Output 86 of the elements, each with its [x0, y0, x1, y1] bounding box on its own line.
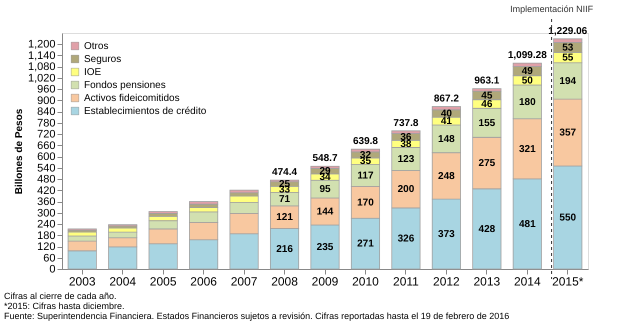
- legend-label: IOE: [84, 67, 102, 78]
- ref-line-label: Implementación NIIF: [510, 4, 594, 14]
- y-tick-label: 120: [37, 241, 56, 254]
- x-tick-label: 2009: [312, 274, 339, 288]
- data-label: 216: [276, 244, 294, 255]
- data-label: 49: [522, 66, 534, 78]
- x-tick-label: 2015*: [552, 274, 584, 288]
- x-tick-label: 2013: [473, 274, 501, 288]
- x-tick-label: 2005: [150, 274, 177, 288]
- text: *2015: Cifras hasta diciembre.: [4, 301, 125, 311]
- y-tick-label: 1,200: [28, 38, 56, 51]
- y-tick-label: 780: [37, 117, 56, 130]
- y-tick-label: 960: [37, 84, 56, 96]
- y-tick-label: 300: [37, 207, 56, 220]
- y-tick-label: 540: [37, 162, 56, 174]
- data-label: 170: [357, 197, 374, 208]
- y-tick-label: 180: [37, 230, 56, 242]
- text: Cifras al cierre de cada año.: [4, 291, 117, 301]
- y-tick-label: 420: [37, 184, 56, 197]
- data-label: 357: [559, 128, 577, 139]
- data-label: 194: [559, 76, 577, 87]
- y-tick-label: 1,080: [28, 61, 56, 74]
- y-tick-label: 720: [37, 128, 56, 141]
- total-label: 1,099.28: [508, 50, 548, 62]
- data-label: 38: [400, 138, 412, 150]
- y-axis-title: Billones de Pesos: [14, 108, 25, 194]
- y-tick-label: 900: [37, 94, 56, 107]
- y-tick-label: 0: [49, 264, 56, 276]
- total-label: 474.4: [272, 167, 298, 178]
- data-label: 321: [518, 144, 536, 155]
- data-label: 235: [316, 242, 334, 253]
- data-label: 550: [559, 212, 577, 224]
- total-label: 548.7: [312, 153, 338, 164]
- x-tick-label: 2006: [190, 274, 218, 288]
- y-tick-label: 600: [37, 151, 56, 164]
- y-tick-label: 1,140: [28, 50, 56, 62]
- x-tick-label: 2010: [352, 274, 380, 288]
- data-label: 326: [398, 233, 415, 244]
- data-label: 117: [357, 170, 374, 182]
- data-label: 275: [478, 158, 496, 170]
- y-tick-label: 360: [37, 196, 56, 208]
- y-tick-label: 1,020: [28, 72, 56, 84]
- x-tick-label: 2003: [68, 274, 96, 288]
- legend-label: Seguros: [84, 54, 122, 65]
- data-label: 123: [398, 154, 415, 165]
- y-tick-label: 60: [43, 252, 56, 264]
- data-label: 46: [481, 98, 493, 110]
- total-label: 639.8: [352, 136, 378, 148]
- legend-label: Fondos pensiones: [84, 80, 166, 91]
- data-label: 50: [522, 75, 534, 86]
- data-label: 481: [518, 218, 536, 230]
- bar: [230, 190, 259, 194]
- x-tick-label: 2012: [433, 274, 460, 288]
- data-label: 200: [398, 184, 415, 196]
- y-tick-label: 480: [37, 174, 56, 186]
- data-label: 248: [438, 170, 456, 182]
- x-tick-label: 2014: [514, 274, 541, 288]
- data-label: 373: [438, 229, 456, 240]
- data-label: 155: [478, 118, 496, 129]
- x-tick-label: 2007: [230, 274, 258, 288]
- bar: [189, 201, 218, 205]
- total-label: 1,229.06: [548, 26, 588, 37]
- data-label: 55: [562, 52, 574, 64]
- y-tick-label: 240: [37, 218, 56, 231]
- data-label: 271: [357, 238, 374, 250]
- data-label: 95: [319, 184, 331, 196]
- data-label: 144: [316, 206, 334, 218]
- x-tick-label: 2004: [109, 274, 136, 288]
- y-tick-label: 840: [37, 106, 56, 118]
- data-label: 180: [518, 96, 536, 108]
- legend-label: Establecimientos de crédito: [84, 106, 207, 117]
- source-note: Fuente: Superintendencia Financiera. Estados Financieros sujetos a revisión. Cifras reportadas hasta el 19 de febrero de 2016: [4, 311, 510, 321]
- total-label: 963.1: [474, 76, 500, 87]
- x-tick-label: 2011: [393, 274, 420, 288]
- legend-label: Otros: [84, 41, 108, 52]
- x-tick-label: 2008: [271, 274, 298, 288]
- y-tick-label: 660: [37, 140, 56, 152]
- data-label: 53: [562, 42, 574, 54]
- total-label: 737.8: [393, 118, 419, 129]
- data-label: 121: [276, 212, 294, 224]
- legend-label: Activos fideicomitidos: [84, 93, 180, 104]
- data-label: 428: [478, 224, 496, 235]
- data-label: 71: [278, 194, 291, 206]
- data-label: 148: [438, 134, 456, 145]
- total-label: 867.2: [434, 94, 460, 105]
- data-label: 45: [481, 90, 493, 102]
